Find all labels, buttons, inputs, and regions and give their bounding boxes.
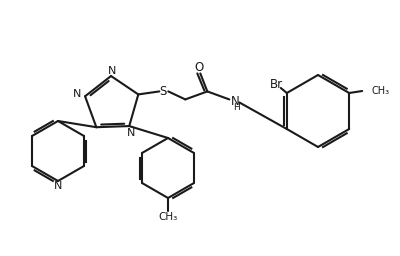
Text: S: S bbox=[160, 85, 167, 98]
Text: N: N bbox=[127, 128, 136, 138]
Text: O: O bbox=[195, 61, 204, 74]
Text: N: N bbox=[54, 181, 62, 191]
Text: N: N bbox=[73, 89, 81, 99]
Text: N: N bbox=[108, 66, 116, 76]
Text: Br: Br bbox=[270, 79, 283, 91]
Text: H: H bbox=[233, 103, 240, 112]
Text: CH₃: CH₃ bbox=[158, 212, 178, 222]
Text: CH₃: CH₃ bbox=[371, 86, 389, 96]
Text: N: N bbox=[231, 95, 240, 108]
